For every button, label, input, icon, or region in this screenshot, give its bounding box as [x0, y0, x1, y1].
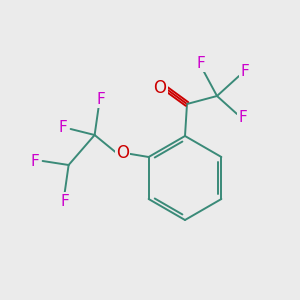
Text: F: F [241, 64, 249, 79]
Text: F: F [30, 154, 39, 169]
Text: O: O [154, 79, 166, 97]
Text: F: F [96, 92, 105, 106]
Text: O: O [116, 144, 129, 162]
Text: F: F [238, 110, 247, 125]
Text: F: F [196, 56, 206, 70]
Text: F: F [60, 194, 69, 208]
Text: F: F [58, 121, 67, 136]
